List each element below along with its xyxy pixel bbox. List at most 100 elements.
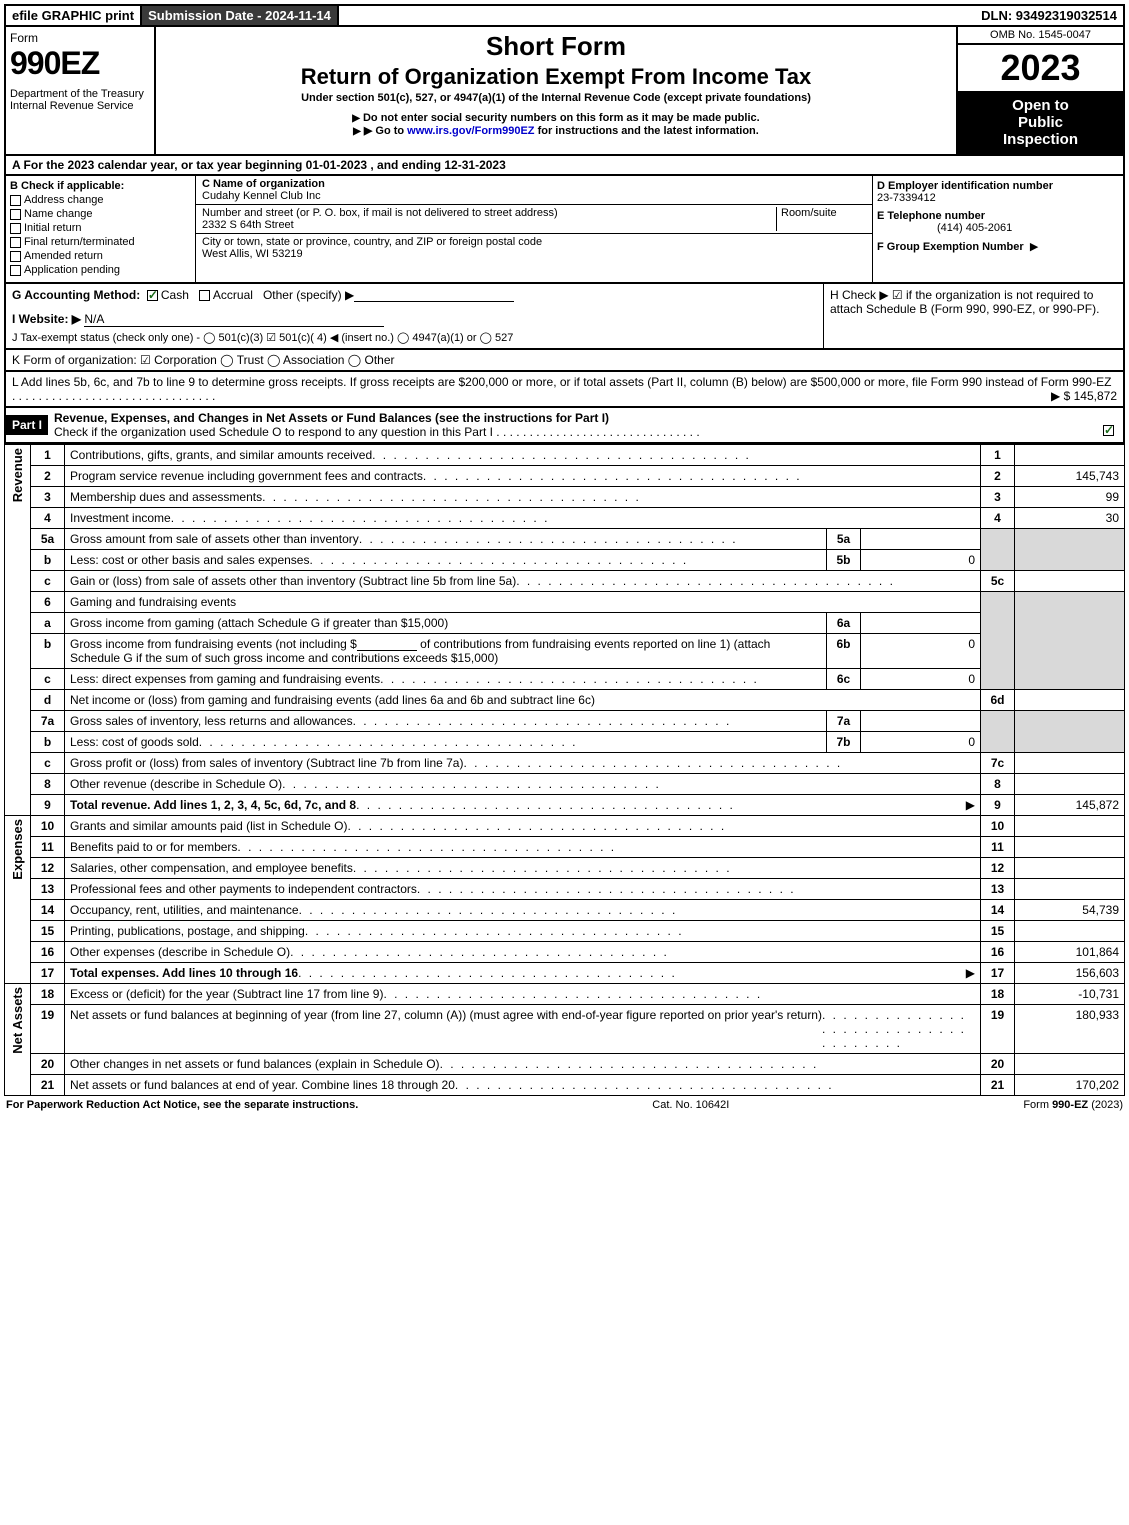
ein-value: 23-7339412 (877, 192, 936, 204)
footer-left: For Paperwork Reduction Act Notice, see … (6, 1099, 358, 1111)
submission-date: Submission Date - 2024-11-14 (142, 6, 339, 25)
table-row: b Gross income from fundraising events (… (5, 634, 1125, 669)
footer-right: Form 990-EZ (2023) (1023, 1099, 1123, 1111)
column-c: C Name of organization Cudahy Kennel Clu… (196, 176, 873, 282)
website-label: I Website: ▶ (12, 312, 81, 326)
street-value: 2332 S 64th Street (202, 219, 294, 231)
tax-year: 2023 (958, 45, 1123, 91)
omb-number: OMB No. 1545-0047 (958, 27, 1123, 45)
header-left: Form 990EZ Department of the Treasury In… (6, 27, 156, 154)
table-row: 19 Net assets or fund balances at beginn… (5, 1005, 1125, 1054)
table-row: 3 Membership dues and assessments 399 (5, 487, 1125, 508)
part-1-title: Revenue, Expenses, and Changes in Net As… (54, 411, 609, 425)
efile-label[interactable]: efile GRAPHIC print (6, 6, 142, 25)
page-footer: For Paperwork Reduction Act Notice, see … (4, 1096, 1125, 1114)
short-form-title: Short Form (160, 31, 952, 62)
part-1-sub: Check if the organization used Schedule … (54, 425, 493, 439)
tel-label: E Telephone number (877, 210, 985, 222)
badge-line-2: Public (962, 114, 1119, 131)
header-right: OMB No. 1545-0047 2023 Open to Public In… (958, 27, 1123, 154)
ein-label: D Employer identification number (877, 180, 1053, 192)
table-row: 15 Printing, publications, postage, and … (5, 921, 1125, 942)
column-d: D Employer identification number 23-7339… (873, 176, 1123, 282)
table-row: 6 Gaming and fundraising events (5, 592, 1125, 613)
col-b-title: B Check if applicable: (10, 180, 124, 192)
table-row: 7a Gross sales of inventory, less return… (5, 711, 1125, 732)
table-row: 20 Other changes in net assets or fund b… (5, 1054, 1125, 1075)
table-row: 11 Benefits paid to or for members 11 (5, 837, 1125, 858)
section-subtitle: Under section 501(c), 527, or 4947(a)(1)… (160, 92, 952, 104)
chk-schedule-o[interactable] (1103, 425, 1114, 436)
arrow-icon: ▶ (1030, 241, 1038, 253)
chk-cash[interactable] (147, 290, 158, 301)
org-name-label: C Name of organization (202, 178, 325, 190)
row-h: H Check ▶ ☑ if the organization is not r… (823, 284, 1123, 348)
line-a: A For the 2023 calendar year, or tax yea… (4, 156, 1125, 176)
row-l-amount: ▶ $ 145,872 (1051, 389, 1117, 403)
footer-center: Cat. No. 10642I (652, 1099, 729, 1111)
chk-address-change[interactable]: Address change (10, 194, 191, 206)
chk-application-pending[interactable]: Application pending (10, 264, 191, 276)
table-row: b Less: cost of goods sold 7b0 (5, 732, 1125, 753)
column-b: B Check if applicable: Address change Na… (6, 176, 196, 282)
chk-accrual[interactable] (199, 290, 210, 301)
top-bar: efile GRAPHIC print Submission Date - 20… (4, 4, 1125, 27)
table-row: c Gross profit or (loss) from sales of i… (5, 753, 1125, 774)
group-exempt-label: F Group Exemption Number (877, 241, 1024, 253)
website-value: N/A (84, 312, 384, 327)
badge-line-1: Open to (962, 97, 1119, 114)
dln-label: DLN: 93492319032514 (975, 6, 1123, 25)
open-public-badge: Open to Public Inspection (958, 91, 1123, 154)
row-j: J Tax-exempt status (check only one) - ◯… (12, 331, 817, 344)
form-header: Form 990EZ Department of the Treasury In… (4, 27, 1125, 156)
badge-line-3: Inspection (962, 131, 1119, 148)
form-word: Form (10, 31, 150, 45)
chk-amended-return[interactable]: Amended return (10, 250, 191, 262)
table-row: Net Assets 18 Excess or (deficit) for th… (5, 984, 1125, 1005)
table-row: 17 Total expenses. Add lines 10 through … (5, 963, 1125, 984)
table-row: 8 Other revenue (describe in Schedule O)… (5, 774, 1125, 795)
table-row: 13 Professional fees and other payments … (5, 879, 1125, 900)
table-row: 2 Program service revenue including gove… (5, 466, 1125, 487)
chk-initial-return[interactable]: Initial return (10, 222, 191, 234)
header-center: Short Form Return of Organization Exempt… (156, 27, 958, 154)
table-row: 4 Investment income 430 (5, 508, 1125, 529)
lines-table: Revenue 1 Contributions, gifts, grants, … (4, 444, 1125, 1096)
table-row: 21 Net assets or fund balances at end of… (5, 1075, 1125, 1096)
table-row: 9 Total revenue. Add lines 1, 2, 3, 4, 5… (5, 795, 1125, 816)
table-row: c Less: direct expenses from gaming and … (5, 669, 1125, 690)
table-row: 5a Gross amount from sale of assets othe… (5, 529, 1125, 550)
expenses-label: Expenses (10, 819, 25, 880)
accounting-label: G Accounting Method: (12, 288, 140, 302)
tel-value: (414) 405-2061 (877, 222, 1012, 234)
city-label: City or town, state or province, country… (202, 236, 542, 248)
main-title: Return of Organization Exempt From Incom… (160, 64, 952, 90)
part-1-label: Part I (6, 415, 48, 435)
table-row: 14 Occupancy, rent, utilities, and maint… (5, 900, 1125, 921)
netassets-label: Net Assets (10, 987, 25, 1054)
table-row: c Gain or (loss) from sale of assets oth… (5, 571, 1125, 592)
table-row: b Less: cost or other basis and sales ex… (5, 550, 1125, 571)
table-row: a Gross income from gaming (attach Sched… (5, 613, 1125, 634)
row-gh: G Accounting Method: Cash Accrual Other … (4, 284, 1125, 350)
row-l-text: L Add lines 5b, 6c, and 7b to line 9 to … (12, 375, 1111, 389)
chk-final-return[interactable]: Final return/terminated (10, 236, 191, 248)
table-row: 12 Salaries, other compensation, and emp… (5, 858, 1125, 879)
section-bcd: B Check if applicable: Address change Na… (4, 176, 1125, 284)
part-1-header-row: Part I Revenue, Expenses, and Changes in… (4, 408, 1125, 444)
other-specify-field[interactable] (354, 290, 514, 302)
city-value: West Allis, WI 53219 (202, 248, 303, 260)
irs-link[interactable]: www.irs.gov/Form990EZ (407, 125, 534, 137)
row-k: K Form of organization: ☑ Corporation ◯ … (4, 350, 1125, 372)
row-l: L Add lines 5b, 6c, and 7b to line 9 to … (4, 372, 1125, 408)
revenue-label: Revenue (10, 448, 25, 502)
street-label: Number and street (or P. O. box, if mail… (202, 207, 558, 219)
room-suite-label: Room/suite (776, 207, 866, 231)
goto-link[interactable]: ▶ Go to www.irs.gov/Form990EZ for instru… (160, 124, 952, 137)
org-name: Cudahy Kennel Club Inc (202, 190, 321, 202)
chk-name-change[interactable]: Name change (10, 208, 191, 220)
row-g-left: G Accounting Method: Cash Accrual Other … (6, 284, 823, 348)
table-row: Revenue 1 Contributions, gifts, grants, … (5, 445, 1125, 466)
ssn-warning: Do not enter social security numbers on … (160, 112, 952, 124)
table-row: Expenses 10 Grants and similar amounts p… (5, 816, 1125, 837)
